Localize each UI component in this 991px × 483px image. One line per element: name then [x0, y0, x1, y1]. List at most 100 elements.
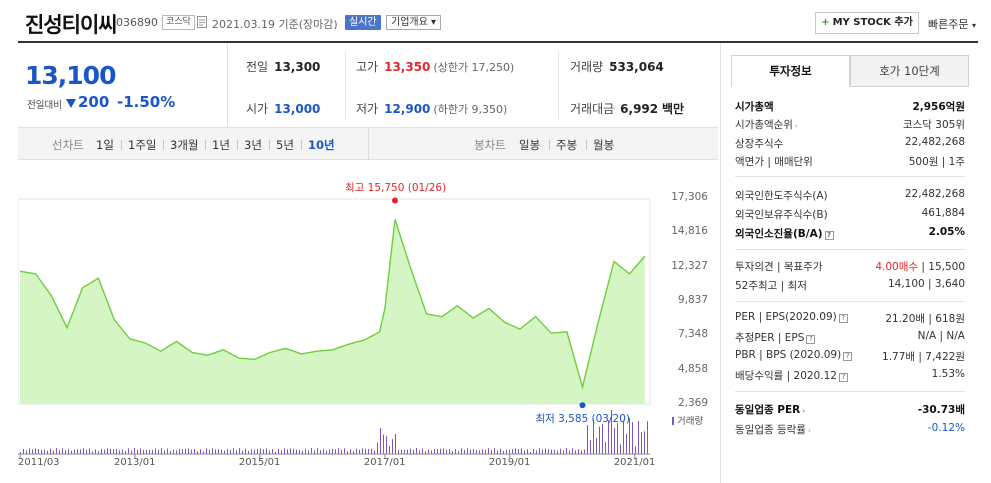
- volume-bar: [197, 451, 198, 454]
- stat-label: 거래대금: [570, 102, 615, 116]
- high-label: 최고 15,750 (01/26): [344, 182, 447, 195]
- stat-low: 저가 12,900 (하한가 9,350): [356, 100, 507, 117]
- candle-daily[interactable]: 일봉: [519, 138, 541, 152]
- row-label[interactable]: 동일업종 PER ›: [735, 402, 805, 417]
- volume-bar: [218, 449, 219, 454]
- volume-bar: [260, 448, 261, 454]
- row-label: 액면가 | 매매단위: [735, 156, 813, 168]
- volume-bar: [593, 420, 594, 454]
- row-label: 시가총액: [735, 101, 774, 113]
- volume-bar: [503, 450, 504, 454]
- period-10y[interactable]: 10년: [308, 138, 335, 152]
- volume-bar: [287, 449, 288, 454]
- divider: [205, 140, 206, 150]
- volume-bar: [26, 450, 27, 454]
- help-icon[interactable]: ?: [838, 373, 848, 382]
- row-label-text: 동일업종 등락률: [735, 424, 806, 436]
- volume-bar: [428, 449, 429, 454]
- period-1d[interactable]: 1일: [96, 138, 114, 152]
- volume-bar: [275, 451, 276, 454]
- plus-icon: +: [821, 17, 830, 28]
- volume-bar: [56, 448, 57, 454]
- divider: [586, 140, 587, 150]
- row-52week: 52주최고 | 최저 14,100 | 3,640: [735, 278, 965, 295]
- quick-order-button[interactable]: 빠른주문 ▾: [928, 16, 976, 32]
- stat-label: 시가: [246, 102, 269, 116]
- tab-order-book[interactable]: 호가 10단계: [850, 55, 969, 87]
- volume-bar: [425, 451, 426, 454]
- volume-bar: [182, 449, 183, 454]
- stat-value: 533,064: [609, 60, 664, 74]
- volume-bar: [641, 432, 642, 454]
- volume-bar: [215, 449, 216, 454]
- volume-bar: [308, 450, 309, 454]
- company-overview-dropdown[interactable]: 기업개요 ▾: [386, 15, 441, 30]
- stat-prev-close: 전일 13,300: [246, 58, 320, 75]
- row-sector-rate: 동일업종 등락률 › -0.12%: [735, 422, 965, 439]
- volume-bar: [311, 448, 312, 454]
- volume-bar: [83, 448, 84, 454]
- stat-unit: 백만: [661, 102, 685, 116]
- volume-bar: [638, 421, 639, 454]
- help-icon[interactable]: ?: [824, 231, 834, 240]
- volume-bar: [71, 450, 72, 454]
- volume-bar: [545, 448, 546, 454]
- y-tick-label: 4,858: [677, 362, 708, 375]
- volume-bar: [566, 448, 567, 454]
- candle-weekly[interactable]: 주봉: [556, 138, 578, 152]
- low-marker: [579, 402, 586, 409]
- volume-legend: 거래량: [672, 413, 703, 427]
- volume-bar: [560, 448, 561, 454]
- volume-bar: [437, 449, 438, 454]
- volume-bar: [482, 449, 483, 454]
- add-my-stock-button[interactable]: + MY STOCK 추가: [815, 12, 919, 34]
- volume-bar: [446, 449, 447, 454]
- volume-bar: [62, 448, 63, 454]
- volume-bar: [506, 449, 507, 454]
- volume-bar: [536, 450, 537, 454]
- period-1w[interactable]: 1주일: [128, 138, 157, 152]
- volume-bar: [557, 450, 558, 454]
- volume-bar: [410, 448, 411, 454]
- volume-bar: [35, 448, 36, 454]
- volume-bar: [143, 449, 144, 454]
- volume-bar: [629, 418, 630, 454]
- period-3m[interactable]: 3개월: [170, 138, 199, 152]
- volume-bar: [581, 450, 582, 454]
- volume-bar: [284, 448, 285, 454]
- volume-bar: [521, 448, 522, 454]
- help-icon[interactable]: ?: [843, 352, 853, 361]
- period-1y[interactable]: 1년: [212, 138, 230, 152]
- volume-bar: [317, 448, 318, 454]
- help-icon[interactable]: ?: [806, 335, 816, 344]
- volume-bar: [236, 450, 237, 454]
- volume-bar: [77, 449, 78, 454]
- volume-bar: [74, 449, 75, 454]
- tab-investment-info[interactable]: 투자정보: [731, 55, 850, 87]
- candle-monthly[interactable]: 월봉: [593, 138, 615, 152]
- volume-bar: [59, 450, 60, 454]
- help-icon[interactable]: ?: [838, 314, 848, 323]
- volume-bar: [128, 448, 129, 454]
- volume-bar: [347, 451, 348, 454]
- volume-bar: [299, 449, 300, 454]
- volume-bar: [278, 448, 279, 454]
- volume-bar: [125, 450, 126, 454]
- divider: [735, 301, 965, 302]
- volume-bar: [122, 449, 123, 454]
- volume-bar: [599, 426, 600, 454]
- volume-bar: [320, 450, 321, 454]
- row-label-text: 외국인소진율(B/A): [735, 228, 823, 240]
- volume-bar: [359, 449, 360, 454]
- period-5y[interactable]: 5년: [276, 138, 294, 152]
- volume-bar: [146, 449, 147, 454]
- volume-bar: [20, 452, 21, 454]
- row-label[interactable]: 시가총액순위 ›: [735, 117, 798, 132]
- stat-trade-amount: 거래대금 6,992 백만: [570, 100, 684, 117]
- price-chart[interactable]: 17,306 14,816 12,327 9,837 7,348 4,858 2,369 2…: [18, 160, 718, 483]
- divider: [735, 391, 965, 392]
- chart-toolbar: 선차트 1일 1주일 3개월 1년 3년 5년 10년 봉차트 일봉 주봉 월봉: [18, 127, 718, 160]
- realtime-button[interactable]: 실시간: [345, 15, 381, 30]
- row-label[interactable]: 동일업종 등락률 ›: [735, 422, 811, 437]
- period-3y[interactable]: 3년: [244, 138, 262, 152]
